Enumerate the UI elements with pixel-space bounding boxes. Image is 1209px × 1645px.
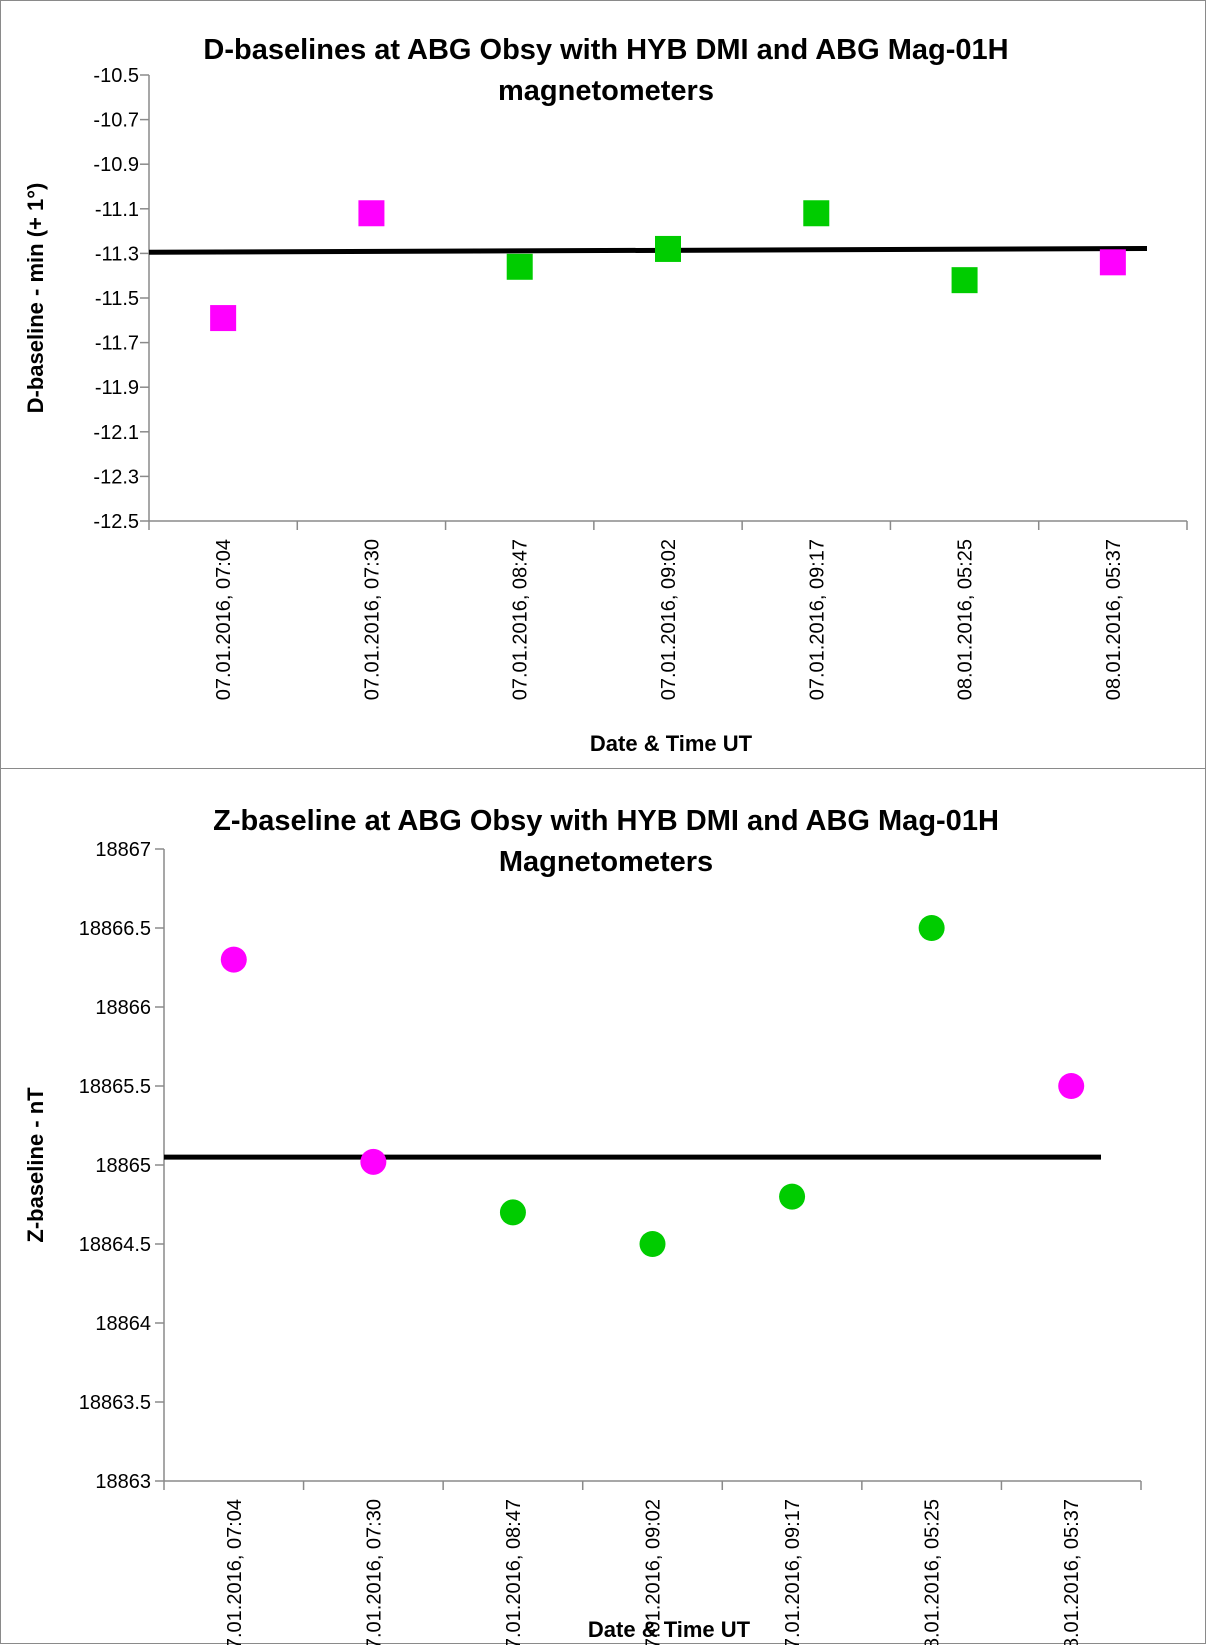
d-data-point — [210, 305, 237, 332]
d-x-tick-label: 08.01.2016, 05:37 — [1103, 539, 1125, 700]
d-y-tick-label: -11.3 — [95, 243, 139, 265]
d-data-point — [358, 200, 385, 227]
z-y-tick-label: 18865.5 — [79, 1076, 151, 1098]
d-baseline-chart: D-baselines at ABG Obsy with HYB DMI and… — [23, 34, 1188, 756]
z-y-tick-label: 18864 — [95, 1313, 151, 1335]
d-x-tick-label: 07.01.2016, 09:02 — [658, 539, 680, 700]
z-data-point — [220, 946, 247, 973]
z-x-tick-label: 07.01.2016, 07:04 — [224, 1499, 246, 1645]
d-y-tick-label: -10.7 — [93, 110, 139, 132]
d-y-tick-label: -11.1 — [95, 199, 139, 221]
d-chart-title-line: magnetometers — [498, 75, 714, 107]
z-baseline-chart: Z-baseline at ABG Obsy with HYB DMI and … — [23, 805, 1142, 1645]
z-y-tick-label: 18863 — [95, 1471, 151, 1493]
d-y-axis-title: D-baseline - min (+ 1°) — [23, 183, 48, 414]
z-x-tick-label: 07.01.2016, 08:47 — [503, 1499, 525, 1645]
z-data-point — [360, 1148, 387, 1175]
z-data-point — [1058, 1073, 1085, 1099]
z-x-axis-title: Date & Time UT — [588, 1617, 751, 1642]
d-x-tick-label: 07.01.2016, 08:47 — [510, 539, 532, 700]
d-data-point — [1099, 249, 1126, 276]
z-y-tick-label: 18866 — [95, 997, 151, 1019]
d-x-tick-label: 07.01.2016, 09:17 — [806, 539, 828, 700]
z-chart-title-line: Magnetometers — [499, 846, 713, 878]
z-x-tick-label: 07.01.2016, 07:30 — [363, 1499, 385, 1645]
z-y-tick-label: 18866.5 — [79, 918, 151, 940]
d-y-tick-label: -11.7 — [95, 333, 139, 355]
d-chart-title-line: D-baselines at ABG Obsy with HYB DMI and… — [203, 34, 1008, 66]
d-y-tick-label: -12.3 — [93, 466, 139, 488]
z-x-tick-label: 08.01.2016, 05:25 — [922, 1499, 944, 1645]
z-y-tick-label: 18865 — [95, 1155, 151, 1177]
d-baseline-chart-panel: D-baselines at ABG Obsy with HYB DMI and… — [0, 0, 1206, 770]
z-x-tick-label: 07.01.2016, 09:17 — [782, 1499, 804, 1645]
z-y-tick-label: 18863.5 — [79, 1392, 151, 1414]
d-x-tick-label: 07.01.2016, 07:04 — [213, 539, 235, 700]
z-x-tick-label: 08.01.2016, 05:37 — [1061, 1499, 1083, 1645]
z-data-point — [779, 1183, 806, 1210]
d-y-tick-label: -10.9 — [93, 154, 139, 176]
d-x-tick-label: 07.01.2016, 07:30 — [361, 539, 383, 700]
d-y-tick-label: -11.9 — [95, 377, 139, 399]
z-data-point — [639, 1231, 666, 1257]
d-data-point — [951, 267, 978, 294]
z-y-axis-title: Z-baseline - nT — [23, 1087, 48, 1243]
d-mean-trend-line — [148, 245, 1148, 255]
d-y-tick-label: -11.5 — [95, 288, 139, 310]
d-y-tick-label: -12.5 — [93, 511, 139, 533]
d-x-axis-title: Date & Time UT — [590, 731, 753, 756]
d-y-tick-label: -12.1 — [93, 422, 139, 444]
d-y-tick-label: -10.5 — [93, 65, 139, 87]
z-data-point — [918, 915, 945, 941]
z-chart-title-line: Z-baseline at ABG Obsy with HYB DMI and … — [213, 805, 999, 837]
z-x-tick-label: 07.01.2016, 09:02 — [643, 1499, 665, 1645]
z-y-tick-label: 18864.5 — [79, 1234, 151, 1256]
d-data-point — [655, 235, 681, 262]
d-data-point — [803, 200, 830, 227]
z-data-point — [499, 1199, 526, 1226]
d-x-tick-label: 08.01.2016, 05:25 — [955, 539, 977, 700]
d-data-point — [506, 253, 533, 280]
z-y-tick-label: 18867 — [95, 839, 151, 861]
z-baseline-chart-panel: Z-baseline at ABG Obsy with HYB DMI and … — [0, 768, 1206, 1645]
